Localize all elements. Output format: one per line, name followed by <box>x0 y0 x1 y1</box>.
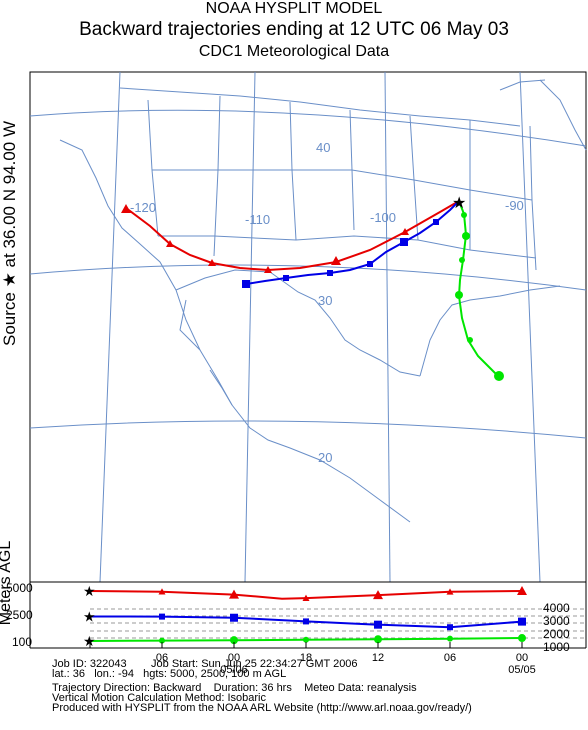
lon-label-100: -100 <box>370 210 396 225</box>
blue-marker <box>433 219 439 225</box>
map-boundaries <box>29 71 587 583</box>
blue-altitude-marker <box>374 620 382 629</box>
green-marker <box>461 212 467 218</box>
blue-marker <box>367 261 373 267</box>
trajectory-green <box>455 200 504 381</box>
x-tick-label: 00 <box>228 652 240 664</box>
blue-marker <box>400 238 408 246</box>
red-altitude-line <box>89 590 523 600</box>
start-star-icon: ★ <box>83 633 96 649</box>
lat-label-40: 40 <box>316 140 330 155</box>
lon-label-110: -110 <box>245 212 270 227</box>
info-line1: Job ID: 322043 Job Start: Sun Jun 25 22:… <box>52 658 358 670</box>
ytick-right-2000: 2000 <box>543 627 570 641</box>
green-altitude-marker <box>303 636 309 643</box>
ytick-left-100: 100 <box>12 635 32 649</box>
x-date-label: 05/06 <box>220 664 248 676</box>
info-line3: Trajectory Direction: Backward Duration:… <box>52 682 417 694</box>
start-star-icon: ★ <box>83 583 96 599</box>
trajectory-red <box>121 200 460 273</box>
green-marker <box>467 337 473 343</box>
start-star-icon: ★ <box>83 609 96 625</box>
blue-marker <box>283 275 289 281</box>
info-line4: Vertical Motion Calculation Method: Isob… <box>52 692 266 704</box>
red-marker <box>264 266 272 273</box>
blue-altitude-marker <box>518 617 526 626</box>
green-altitude-marker <box>374 635 382 644</box>
x-tick-label: 06 <box>444 652 456 664</box>
blue-altitude-marker <box>230 613 238 622</box>
green-altitude-marker <box>518 634 526 643</box>
title-line-2: Backward trajectories ending at 12 UTC 0… <box>79 19 509 40</box>
trajectory-blue <box>242 200 460 288</box>
red-altitude-marker <box>302 594 310 601</box>
ytick-left-5000: 5000 <box>6 581 33 595</box>
red-altitude-marker <box>446 588 454 595</box>
blue-marker <box>242 280 250 288</box>
map-grid-labels: -120 -110 -100 -90 40 30 20 <box>130 140 524 465</box>
ytick-right-4000: 4000 <box>543 601 570 615</box>
green-marker <box>459 257 465 263</box>
green-marker <box>494 371 504 381</box>
blue-altitude-marker <box>159 613 165 620</box>
red-marker <box>166 240 174 247</box>
altitude-series: ★ ★ ★ <box>83 583 527 649</box>
green-altitude-marker <box>230 636 238 645</box>
map-panel: -120 -110 -100 -90 40 30 20 <box>29 71 587 583</box>
altitude-panel: ★ ★ ★ 5000 2500 100 4000 3000 2000 1000 06… <box>6 581 587 676</box>
blue-altitude-marker <box>303 618 309 625</box>
info-line2: lat.: 36 lon.: -94 hgts: 5000, 2500, 100… <box>52 668 287 680</box>
x-date-label: 05/05 <box>508 664 536 676</box>
green-altitude-marker <box>447 635 453 642</box>
title-line-1: NOAA HYSPLIT MODEL <box>205 0 383 17</box>
title-line-3: CDC1 Meteorological Data <box>198 43 390 60</box>
red-marker <box>121 204 131 213</box>
blue-altitude-marker <box>447 624 453 631</box>
ytick-right-1000: 1000 <box>543 640 570 654</box>
green-altitude-marker <box>159 637 165 644</box>
red-altitude-marker <box>517 586 527 595</box>
lat-label-30: 30 <box>318 293 332 308</box>
info-line5: Produced with HYSPLIT from the NOAA ARL … <box>52 702 472 714</box>
red-marker <box>331 256 341 265</box>
lat-label-20: 20 <box>318 450 332 465</box>
ytick-left-2500: 2500 <box>6 608 33 622</box>
x-tick-label: 06 <box>156 652 168 664</box>
red-altitude-marker <box>229 589 239 599</box>
lon-label-120: -120 <box>130 200 156 215</box>
ytick-right-3000: 3000 <box>543 614 570 628</box>
blue-marker <box>327 270 333 276</box>
x-tick-label: 12 <box>372 652 384 664</box>
x-tick-label: 00 <box>516 652 528 664</box>
red-marker <box>401 228 409 235</box>
altitude-ticks <box>89 642 523 648</box>
red-altitude-marker <box>158 588 166 595</box>
green-marker <box>455 291 463 299</box>
x-tick-label: 18 <box>300 652 312 664</box>
red-marker <box>208 259 216 266</box>
source-star-icon: ★ <box>452 195 466 212</box>
green-marker <box>462 232 470 240</box>
lon-label-90: -90 <box>505 198 524 213</box>
red-altitude-marker <box>373 590 383 600</box>
